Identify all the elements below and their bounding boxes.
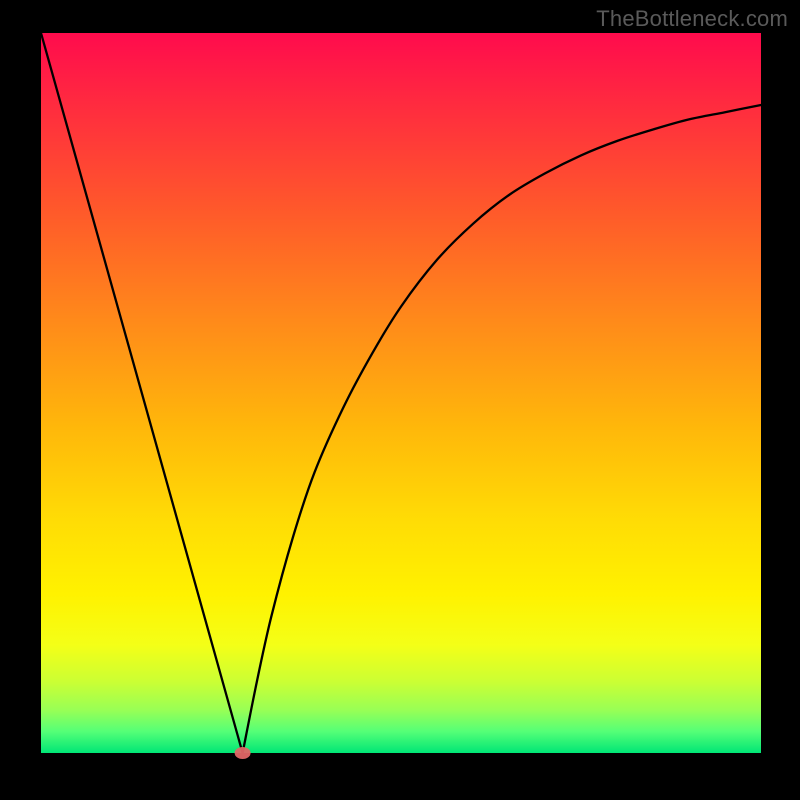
chart-plot-area — [41, 33, 761, 753]
chart-svg — [0, 0, 800, 800]
minimum-marker — [235, 747, 251, 759]
bottleneck-chart: TheBottleneck.com — [0, 0, 800, 800]
watermark-text: TheBottleneck.com — [596, 6, 788, 32]
